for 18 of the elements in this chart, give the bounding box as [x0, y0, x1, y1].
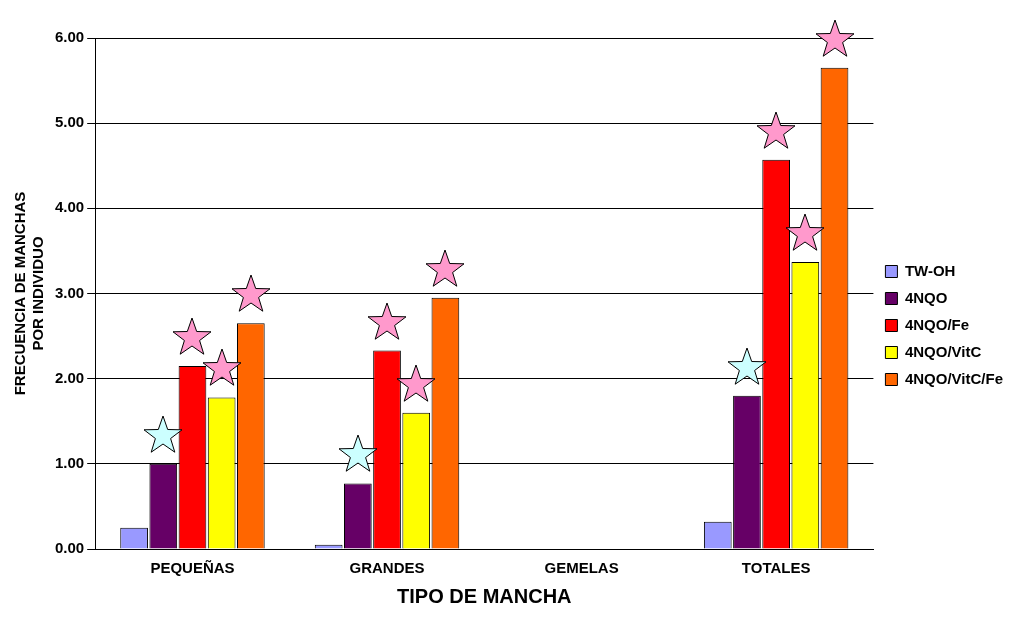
y-tick-label: 1.00: [54, 453, 85, 471]
y-axis-title: FRECUENCIA DE MANCHAS POR INDIVIDUO: [11, 191, 47, 396]
x-axis-title: TIPO DE MANCHA: [397, 584, 572, 607]
x-tick-label: GEMELAS: [544, 559, 619, 577]
y-tick-label: 5.00: [54, 113, 85, 131]
legend-label: 4NQO/VitC: [904, 342, 982, 360]
y-tick-label: 2.00: [54, 368, 85, 386]
y-tick-label: 4.00: [54, 198, 85, 216]
legend-label: 4NQO/VitC/Fe: [904, 369, 1004, 387]
x-tick-label: GRANDES: [349, 559, 425, 577]
y-tick-label: 6.00: [54, 28, 85, 46]
legend-label: TW-OH: [904, 261, 956, 279]
y-tick-label: 0.00: [54, 539, 85, 557]
x-tick-label: TOTALES: [741, 559, 811, 577]
y-tick-label: 3.00: [54, 283, 85, 301]
legend-label: 4NQO: [904, 288, 948, 306]
x-tick-label: PEQUEÑAS: [150, 559, 235, 577]
legend-label: 4NQO/Fe: [904, 315, 970, 333]
